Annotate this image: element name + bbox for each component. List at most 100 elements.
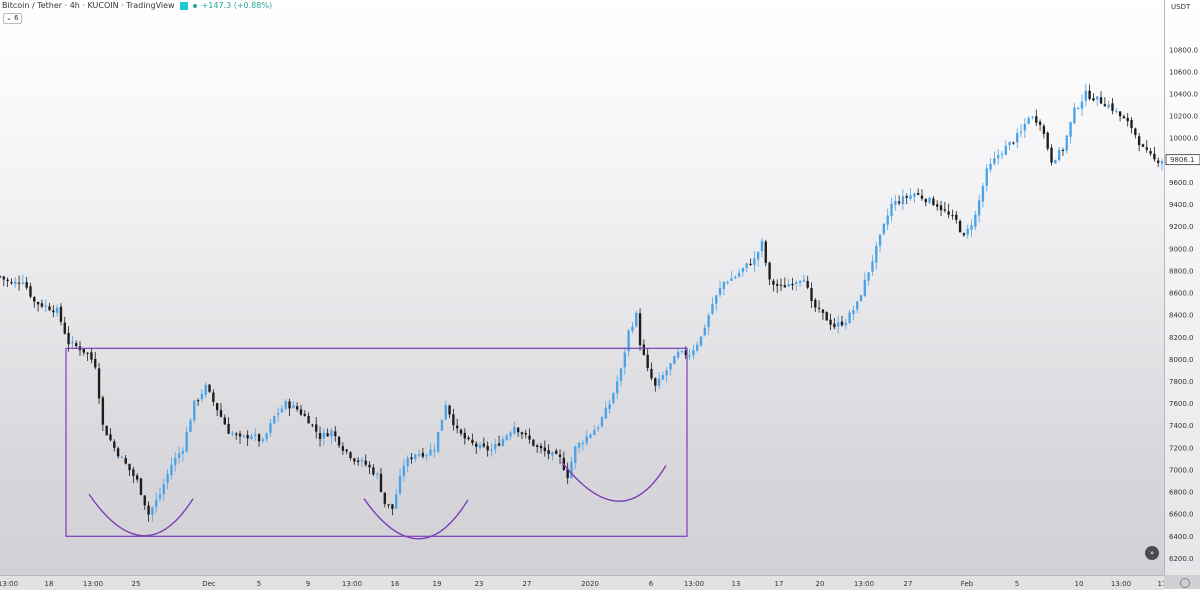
candle-body xyxy=(753,258,756,266)
candle-body xyxy=(231,433,234,435)
fast-forward-icon[interactable]: » xyxy=(1145,546,1159,560)
price-tick-label: 7800.0 xyxy=(1169,378,1194,386)
price-tick-label: 9000.0 xyxy=(1169,245,1194,253)
price-tick-label: 10400.0 xyxy=(1169,90,1198,98)
candle-body xyxy=(528,435,531,440)
candle-body xyxy=(322,432,326,439)
candle-body xyxy=(505,435,508,440)
candle-body xyxy=(25,282,28,288)
candle-body xyxy=(703,327,706,336)
candle-body xyxy=(59,306,63,322)
interval-badge[interactable]: ⌄ 6 xyxy=(3,13,22,24)
candle-body xyxy=(284,401,287,409)
candle-body xyxy=(939,205,943,211)
candle-body xyxy=(1115,110,1118,112)
candle-body xyxy=(410,457,413,460)
candle-body xyxy=(40,303,44,307)
candle-body xyxy=(810,288,813,301)
candle-body xyxy=(101,397,105,425)
candle-body xyxy=(737,272,741,277)
candle-body xyxy=(1099,97,1103,104)
candle-body xyxy=(1160,161,1164,164)
candle-body xyxy=(539,445,543,449)
candle-body xyxy=(684,350,687,356)
candle-body xyxy=(734,276,737,279)
candle-body xyxy=(589,434,592,438)
candle-body xyxy=(200,393,204,400)
candle-body xyxy=(1035,116,1038,123)
candle-body xyxy=(109,434,112,441)
candle-body xyxy=(181,450,185,454)
candle-body xyxy=(551,452,554,456)
candle-body xyxy=(315,424,318,432)
candle-body xyxy=(1088,90,1091,99)
time-tick-label: 5 xyxy=(257,580,261,588)
price-tick-label: 6600.0 xyxy=(1169,511,1194,519)
candle-body xyxy=(680,350,684,352)
candle-body xyxy=(269,423,272,433)
candle-body xyxy=(1042,125,1046,134)
candle-body xyxy=(970,225,973,230)
candle-body xyxy=(814,299,817,308)
chart-header: Bitcoin / Tether · 4h · KUCOIN · Trading… xyxy=(2,1,272,10)
candle-body xyxy=(1118,111,1122,117)
candle-body xyxy=(494,444,497,449)
candle-body xyxy=(688,355,691,357)
candle-body xyxy=(436,432,440,452)
price-chart[interactable] xyxy=(0,0,1164,575)
candle-body xyxy=(779,284,783,286)
candle-body xyxy=(170,464,173,476)
candle-body xyxy=(482,443,486,447)
candle-body xyxy=(448,405,451,415)
candle-body xyxy=(116,448,120,457)
candle-body xyxy=(520,432,524,435)
candle-body xyxy=(463,432,466,439)
candle-body xyxy=(635,312,638,327)
candle-body xyxy=(608,404,611,409)
candle-body xyxy=(330,430,333,437)
symbol-title[interactable]: Bitcoin / Tether · 4h · KUCOIN · Trading… xyxy=(2,1,175,10)
candle-body xyxy=(246,434,249,439)
candle-body xyxy=(692,350,695,356)
bottom-arc-3 xyxy=(561,461,667,502)
candle-body xyxy=(227,423,230,434)
price-axis[interactable]: 6200.0 6400.0 6600.0 6800.0 7000.0 7200.0 7400… xyxy=(1164,0,1200,575)
candle-body xyxy=(345,449,348,452)
candle-body xyxy=(943,209,947,211)
candle-body xyxy=(1012,142,1015,144)
candle-body xyxy=(174,457,177,466)
candle-body xyxy=(985,168,988,186)
candle-body xyxy=(147,505,150,515)
candle-body xyxy=(17,282,21,284)
candle-body xyxy=(1130,119,1133,129)
candle-body xyxy=(1004,145,1007,155)
candle-body xyxy=(383,492,386,504)
time-tick-label: 27 xyxy=(904,580,913,588)
candle-body xyxy=(829,319,832,325)
time-axis[interactable]: 13:00 18 13:00 25 Dec 5 9 13:00 16 19 23 27 2020 6 13:… xyxy=(0,575,1164,590)
candle-body xyxy=(250,436,253,439)
candle-body xyxy=(497,443,501,446)
price-change: +147.3 (+0.88%) xyxy=(201,1,273,10)
time-tick-label: 13:00 xyxy=(83,580,103,588)
settings-icon[interactable] xyxy=(1180,578,1190,588)
candle-body xyxy=(711,304,714,314)
candle-body xyxy=(1122,116,1126,119)
candle-body xyxy=(905,196,908,198)
price-tick-label: 10000.0 xyxy=(1169,135,1198,143)
candle-body xyxy=(1050,147,1053,163)
candle-body xyxy=(120,456,124,458)
candle-body xyxy=(875,245,878,263)
candle-body xyxy=(467,437,470,440)
candle-body xyxy=(1057,149,1061,160)
candle-body xyxy=(86,352,89,354)
price-tick-label: 6400.0 xyxy=(1169,533,1194,541)
candle-body xyxy=(673,356,676,365)
candle-body xyxy=(48,306,51,311)
candle-body xyxy=(21,282,25,284)
candle-body xyxy=(547,449,550,455)
candle-body xyxy=(471,439,474,443)
candle-body xyxy=(558,454,562,457)
candle-body xyxy=(372,467,375,475)
price-tick-label: 7000.0 xyxy=(1169,466,1194,474)
